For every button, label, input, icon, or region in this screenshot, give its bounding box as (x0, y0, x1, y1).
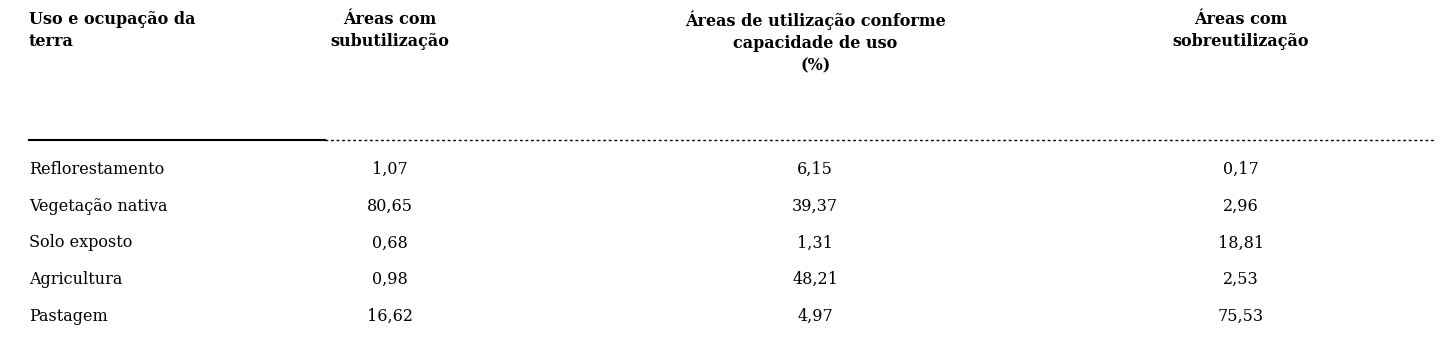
Text: Uso e ocupação da
terra: Uso e ocupação da terra (29, 10, 195, 50)
Text: Solo exposto: Solo exposto (29, 234, 133, 252)
Text: 1,31: 1,31 (798, 234, 833, 252)
Text: Áreas com
sobreutilização: Áreas com sobreutilização (1173, 10, 1309, 50)
Text: 2,96: 2,96 (1224, 198, 1258, 215)
Text: Áreas de utilização conforme
capacidade de uso
(%): Áreas de utilização conforme capacidade … (685, 10, 945, 75)
Text: 18,81: 18,81 (1218, 234, 1264, 252)
Text: 75,53: 75,53 (1218, 308, 1264, 325)
Text: 0,98: 0,98 (372, 271, 407, 288)
Text: 0,17: 0,17 (1224, 161, 1258, 178)
Text: 4,97: 4,97 (798, 308, 833, 325)
Text: 16,62: 16,62 (367, 308, 413, 325)
Text: 2,53: 2,53 (1224, 271, 1258, 288)
Text: Agricultura: Agricultura (29, 271, 123, 288)
Text: Áreas com
subutilização: Áreas com subutilização (330, 10, 449, 50)
Text: Pastagem: Pastagem (29, 308, 108, 325)
Text: 0,68: 0,68 (372, 234, 407, 252)
Text: Reflorestamento: Reflorestamento (29, 161, 165, 178)
Text: 1,07: 1,07 (372, 161, 407, 178)
Text: 48,21: 48,21 (792, 271, 838, 288)
Text: 39,37: 39,37 (792, 198, 838, 215)
Text: Vegetação nativa: Vegetação nativa (29, 198, 167, 215)
Text: 6,15: 6,15 (798, 161, 833, 178)
Text: 80,65: 80,65 (367, 198, 413, 215)
